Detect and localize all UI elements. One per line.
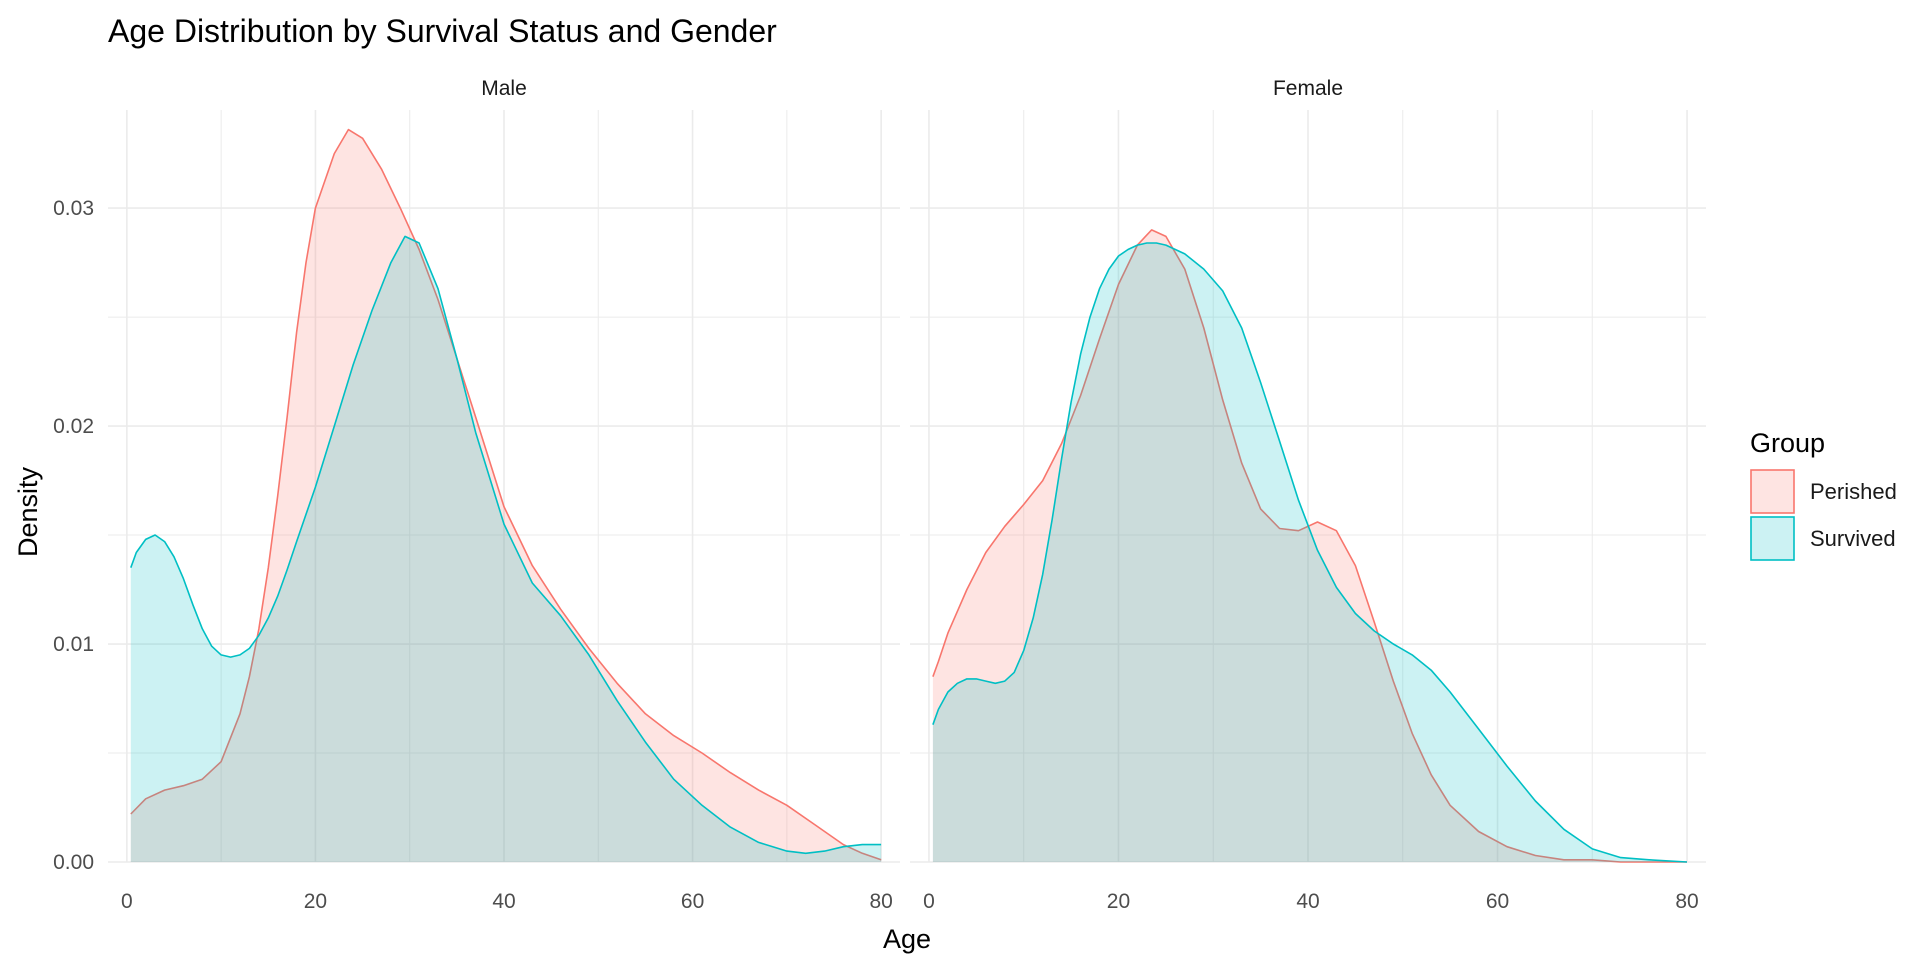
- y-tick-label: 0.02: [53, 415, 94, 438]
- x-axis-title: Age: [883, 924, 931, 954]
- legend: Group Perished Survived: [1750, 428, 1897, 561]
- facet-label-female: Female: [1273, 77, 1343, 100]
- y-tick-label: 0.01: [53, 633, 94, 656]
- x-tick-label: 20: [1107, 890, 1130, 913]
- facet-panel-female: Female 0 20 40 60 80: [910, 77, 1706, 913]
- x-tick-label: 60: [681, 890, 704, 913]
- legend-label: Perished: [1810, 479, 1897, 504]
- density-line-perished: [130, 128, 882, 861]
- x-tick-label: 60: [1486, 890, 1509, 913]
- facet-panels: Male 0 20 40 60 80 0.00 0.01 0.02 0.03 Female 0 20 40…: [53, 77, 1706, 913]
- legend-key: [1750, 469, 1795, 514]
- density-area-survived: [130, 236, 882, 862]
- y-axis-title: Density: [13, 466, 43, 557]
- x-tick-label: 80: [869, 890, 892, 913]
- legend-key: [1750, 516, 1795, 561]
- facet-label-male: Male: [481, 77, 527, 100]
- x-tick-label: 20: [304, 890, 327, 913]
- density-area-survived: [932, 243, 1687, 862]
- x-tick-label: 40: [1296, 890, 1319, 913]
- legend-label: Survived: [1810, 526, 1896, 551]
- density-area-perished: [130, 129, 882, 863]
- legend-title: Group: [1750, 428, 1825, 458]
- x-tick-label: 40: [492, 890, 515, 913]
- facet-panel-male: Male 0 20 40 60 80 0.00 0.01 0.02 0.03: [53, 77, 900, 913]
- y-tick-label: 0.03: [53, 197, 94, 220]
- density-line-survived: [932, 242, 1688, 863]
- legend-item-survived: Survived: [1750, 516, 1896, 561]
- chart-title: Age Distribution by Survival Status and …: [108, 13, 777, 49]
- density-line-perished: [932, 229, 1687, 863]
- y-tick-label: 0.00: [53, 851, 94, 874]
- x-tick-label: 0: [923, 890, 935, 913]
- x-tick-label: 0: [121, 890, 133, 913]
- density-area-perished: [932, 229, 1687, 862]
- density-line-survived: [130, 235, 882, 855]
- legend-item-perished: Perished: [1750, 469, 1897, 514]
- x-tick-label: 80: [1675, 890, 1698, 913]
